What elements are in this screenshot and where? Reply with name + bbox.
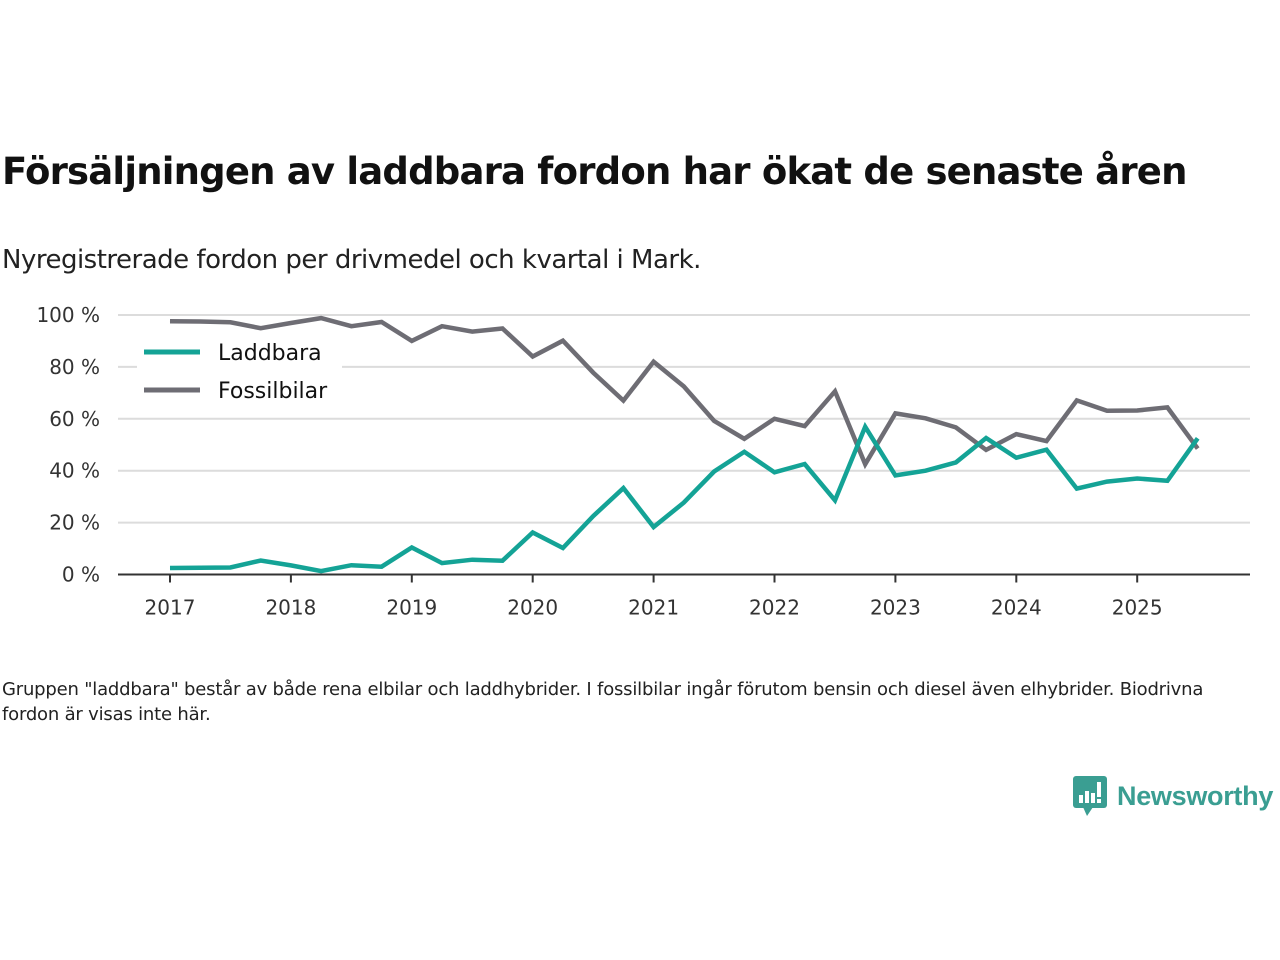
legend-background [137,335,342,417]
legend-label-fossilbilar: Fossilbilar [218,379,328,404]
x-tick-label: 2022 [749,596,800,620]
bar-chart-speech-bubble-icon [1073,776,1107,816]
y-axis: 0 % 20 % 40 % 60 % 80 % 100 % [36,303,100,587]
chart-subtitle: Nyregistrerade fordon per drivmedel och … [2,245,701,275]
chart-title: Försäljningen av laddbara fordon har öka… [2,150,1187,193]
newsworthy-logo[interactable]: Newsworthy [1073,776,1273,816]
x-tick-label: 2025 [1112,596,1163,620]
y-tick-label: 80 % [49,355,100,379]
y-tick-label: 40 % [49,459,100,483]
y-tick-label: 60 % [49,407,100,431]
footnote: Gruppen "laddbara" består av både rena e… [2,679,1204,725]
x-tick-label: 2018 [265,596,316,620]
line-chart: 0 % 20 % 40 % 60 % 80 % 100 % 2017 2018 2019 202… [36,303,1250,620]
x-tick-label: 2019 [386,596,437,620]
series-lines [169,315,1200,574]
y-tick-label: 100 % [36,303,100,327]
y-tick-label: 0 % [62,563,100,587]
x-tick-label: 2023 [870,596,921,620]
y-tick-label: 20 % [49,511,100,535]
x-tick-label: 2024 [991,596,1042,620]
series-line-laddbara [169,421,1200,574]
x-tick-label: 2021 [628,596,679,620]
brand-name: Newsworthy [1117,780,1274,811]
x-tick-label: 2020 [507,596,558,620]
x-tick-label: 2017 [145,596,196,620]
x-axis: 2017 2018 2019 2020 2021 2022 2023 2024 2025 [118,573,1250,620]
legend: Laddbara Fossilbilar [137,335,342,417]
legend-label-laddbara: Laddbara [218,341,322,366]
